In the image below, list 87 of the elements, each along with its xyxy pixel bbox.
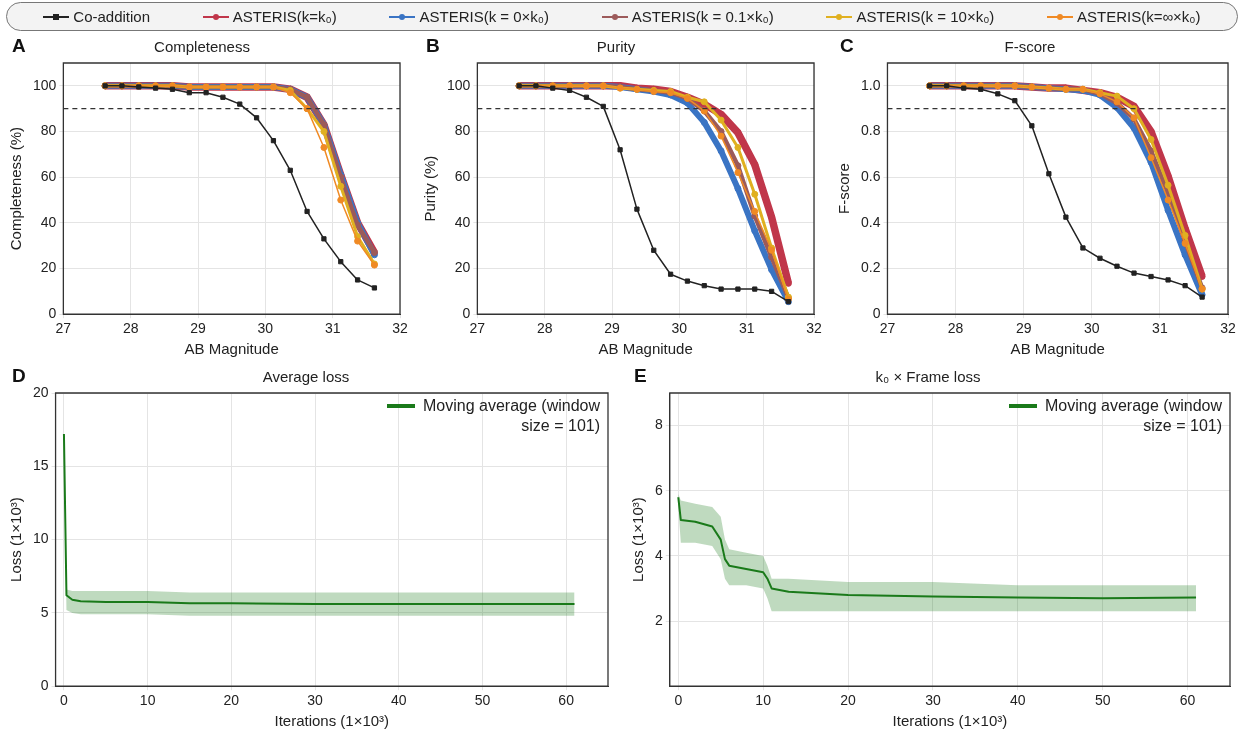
y-tick-label: 4 — [654, 546, 663, 563]
y-tick-label: 20 — [40, 259, 57, 276]
x-tick-label: 29 — [604, 320, 621, 337]
y-tick-label: 0.2 — [860, 259, 881, 276]
x-tick-label: 40 — [1010, 692, 1026, 709]
y-tick-label: 100 — [447, 76, 471, 93]
text: A — [12, 34, 26, 56]
x-axis-title: AB Magnitude — [184, 340, 279, 358]
y-tick-label: 0 — [40, 677, 49, 694]
x-tick-label: 50 — [474, 692, 491, 709]
x-tick-label: 30 — [307, 692, 324, 709]
x-tick-label: 60 — [1179, 692, 1196, 709]
text: B — [426, 34, 440, 56]
x-tick-label: 32 — [806, 320, 822, 337]
x-tick-label: 32 — [1220, 320, 1236, 337]
y-tick-label: 0.6 — [860, 168, 881, 185]
chart-title: F-score — [1004, 38, 1056, 56]
x-tick-label: 32 — [392, 320, 408, 337]
legend-label: Co-addition — [73, 8, 151, 25]
x-axis-title: AB Magnitude — [598, 340, 693, 358]
x-axis-title: Iterations (1×10³) — [892, 712, 1008, 730]
x-tick-label: 10 — [755, 692, 772, 709]
legend-label: ASTERIS(k=∞×k₀) — [1076, 8, 1201, 25]
x-tick-label: 28 — [122, 320, 139, 337]
y-tick-label: 0 — [462, 305, 471, 322]
x-tick-label: 31 — [738, 320, 755, 337]
text: E — [634, 364, 647, 386]
x-tick-label: 60 — [558, 692, 575, 709]
x-tick-label: 28 — [536, 320, 553, 337]
x-tick-label: 30 — [925, 692, 941, 709]
x-tick-label: 29 — [190, 320, 207, 337]
y-tick-label: 80 — [454, 122, 471, 139]
y-axis-title: F-score — [835, 163, 853, 215]
x-tick-label: 28 — [947, 320, 964, 337]
y-tick-label: 60 — [454, 168, 471, 185]
x-tick-label: 30 — [257, 320, 274, 337]
x-tick-label: 31 — [324, 320, 341, 337]
y-tick-label: 20 — [454, 259, 471, 276]
x-tick-label: 20 — [223, 692, 240, 709]
x-tick-label: 27 — [55, 320, 72, 337]
chart-title: Purity — [596, 38, 636, 56]
chart-title: Average loss — [262, 368, 350, 386]
y-tick-label: 100 — [33, 76, 57, 93]
legend-label: Moving average (window size = 101) — [423, 397, 601, 434]
x-tick-label: 27 — [469, 320, 486, 337]
y-axis-title: Loss (1×10³) — [7, 497, 25, 582]
y-axis-title: Completeness (%) — [7, 126, 25, 251]
y-tick-label: 5 — [40, 603, 49, 620]
y-tick-label: 40 — [454, 213, 471, 230]
x-tick-label: 31 — [1152, 320, 1168, 337]
x-tick-label: 30 — [1084, 320, 1100, 337]
legend-label: ASTERIS(k = 10×k₀) — [856, 8, 995, 25]
y-tick-label: 2 — [654, 611, 663, 628]
y-tick-label: 6 — [654, 481, 663, 498]
y-tick-label: 60 — [40, 168, 57, 185]
x-tick-label: 29 — [1015, 320, 1032, 337]
x-tick-label: 50 — [1094, 692, 1111, 709]
x-tick-label: 20 — [840, 692, 857, 709]
legend-label: Moving average (window size = 101) — [1045, 397, 1223, 434]
chart-title: Completeness — [154, 38, 250, 56]
x-tick-label: 30 — [671, 320, 688, 337]
x-tick-label: 0 — [60, 692, 69, 709]
y-tick-label: 0.4 — [860, 213, 881, 230]
x-axis-title: Iterations (1×10³) — [274, 712, 390, 730]
y-tick-label: 0.8 — [860, 122, 881, 139]
chart-title: k₀ × Frame loss — [875, 368, 981, 386]
y-tick-label: 80 — [40, 122, 57, 139]
x-tick-label: 27 — [879, 320, 896, 337]
y-tick-label: 20 — [32, 383, 49, 400]
y-tick-label: 0 — [48, 305, 57, 322]
legend-label: ASTERIS(k = 0×k₀) — [419, 8, 550, 25]
y-tick-label: 15 — [32, 457, 49, 474]
x-tick-label: 10 — [139, 692, 156, 709]
y-tick-label: 8 — [654, 416, 663, 433]
y-tick-label: 0 — [872, 305, 881, 322]
x-tick-label: 40 — [390, 692, 407, 709]
text: D — [12, 364, 26, 386]
text: C — [840, 34, 854, 56]
y-tick-label: 1.0 — [860, 76, 881, 93]
x-tick-label: 0 — [674, 692, 683, 709]
y-tick-label: 10 — [32, 530, 49, 547]
legend-label: ASTERIS(k = 0.1×k₀) — [631, 8, 774, 25]
x-axis-title: AB Magnitude — [1010, 340, 1105, 358]
y-tick-label: 40 — [40, 213, 57, 230]
legend-label: ASTERIS(k=k₀) — [232, 8, 337, 25]
y-axis-title: Loss (1×10³) — [629, 497, 647, 582]
y-axis-title: Purity (%) — [421, 155, 439, 222]
